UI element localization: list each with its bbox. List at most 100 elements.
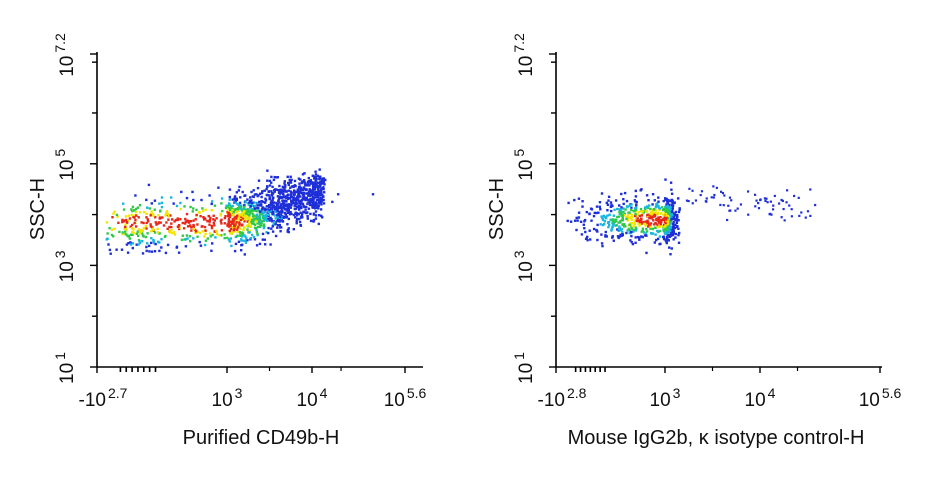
left-event-dot (189, 220, 193, 223)
left-event-dot (229, 205, 232, 208)
left-event-dot (290, 212, 293, 216)
right-event-dot (647, 225, 650, 228)
right-event-dot (588, 212, 591, 215)
left-event-dot (159, 221, 162, 224)
right-event-dot (674, 236, 677, 239)
left-event-dot (177, 225, 180, 229)
left-event-dot (204, 208, 207, 211)
left-event-dot (302, 204, 305, 208)
left-event-dot (256, 186, 260, 190)
left-event-dot (324, 178, 327, 182)
right-event-dot (676, 219, 679, 222)
left-event-dot (195, 213, 198, 217)
left-event-dot (292, 202, 295, 205)
left-event-dot (282, 200, 285, 203)
left-event-dot (131, 246, 134, 250)
left-event-dot (121, 218, 124, 222)
right-event-dot (620, 228, 623, 231)
left-event-dot (135, 243, 138, 246)
left-event-dot (227, 210, 231, 213)
right-event-dot (650, 217, 654, 220)
right-event-dot (654, 209, 657, 212)
left-event-dot (283, 203, 287, 207)
x-tick-exponent: 4 (768, 385, 776, 401)
left-event-dot (282, 186, 285, 189)
left-event-dot (166, 243, 170, 247)
left-event-dot (145, 249, 148, 253)
right-event-dot (618, 227, 622, 230)
left-event-dot (273, 175, 276, 179)
right-event-dot (607, 199, 610, 202)
left-event-dot (131, 233, 134, 236)
right-event-dot (671, 232, 674, 235)
left-event-dot (239, 227, 242, 230)
left-event-dot (237, 240, 241, 243)
right-tail-dot (766, 201, 769, 204)
right-y-tick-label: 105 (511, 149, 537, 181)
left-event-dot (185, 212, 189, 216)
left-event-dot (279, 204, 282, 208)
left-event-dot (178, 224, 181, 227)
left-event-dot (256, 232, 259, 235)
right-event-dot (671, 217, 674, 221)
left-event-dot (149, 214, 152, 217)
right-event-dot (621, 215, 624, 218)
left-event-dot (286, 175, 289, 178)
left-event-dot (252, 236, 256, 239)
left-event-dot (299, 189, 302, 192)
left-event-dot (150, 241, 153, 245)
right-event-dot (652, 215, 655, 218)
left-event-dot (111, 216, 114, 219)
left-event-dot (315, 177, 318, 180)
left-event-dot (292, 228, 295, 231)
x-tick-base: 10 (384, 390, 405, 411)
right-tail-dot (793, 194, 796, 198)
left-event-dot (223, 236, 226, 240)
left-event-dot (317, 192, 320, 196)
left-event-dot (208, 223, 211, 226)
left-event-dot (304, 188, 307, 191)
left-event-dot (261, 232, 265, 236)
right-event-dot (573, 219, 577, 222)
left-event-dot (120, 248, 124, 251)
left-event-dot (241, 190, 244, 194)
left-event-dot (298, 217, 301, 221)
left-event-dot (229, 227, 233, 231)
left-event-dot (140, 228, 143, 232)
left-event-dot (272, 223, 275, 226)
right-event-dot (622, 198, 625, 201)
right-event-dot (657, 218, 660, 221)
right-event-dot (677, 227, 680, 230)
right-tail-dot (713, 193, 716, 197)
left-event-dot (186, 225, 190, 228)
left-event-dot (167, 218, 170, 221)
right-event-dot (638, 223, 642, 226)
right-event-dot (655, 238, 658, 242)
right-event-dot (581, 200, 584, 203)
left-event-dot (141, 240, 144, 243)
left-event-dot (228, 215, 231, 219)
left-event-dot (321, 193, 324, 197)
right-event-dot (648, 213, 651, 216)
left-event-dot (164, 214, 167, 217)
right-event-dot (667, 209, 670, 213)
left-event-dot (257, 203, 260, 206)
left-event-dot (260, 210, 263, 214)
left-event-dot (228, 208, 232, 212)
right-event-dot (669, 226, 672, 229)
left-event-dot (259, 203, 263, 206)
right-event-dot (677, 219, 680, 222)
left-event-dot (133, 221, 136, 225)
left-event-dot (258, 210, 262, 213)
left-event-dot (124, 223, 127, 227)
left-event-dot (169, 214, 172, 217)
right-tail-dot (777, 202, 781, 205)
left-event-dot (124, 230, 127, 233)
left-event-dot (234, 235, 238, 239)
left-event-dot (234, 224, 237, 228)
right-event-dot (666, 222, 670, 225)
left-event-dot (299, 178, 302, 181)
left-event-dot (266, 169, 269, 172)
right-event-dot (598, 205, 601, 208)
right-tail-dot (736, 207, 739, 210)
